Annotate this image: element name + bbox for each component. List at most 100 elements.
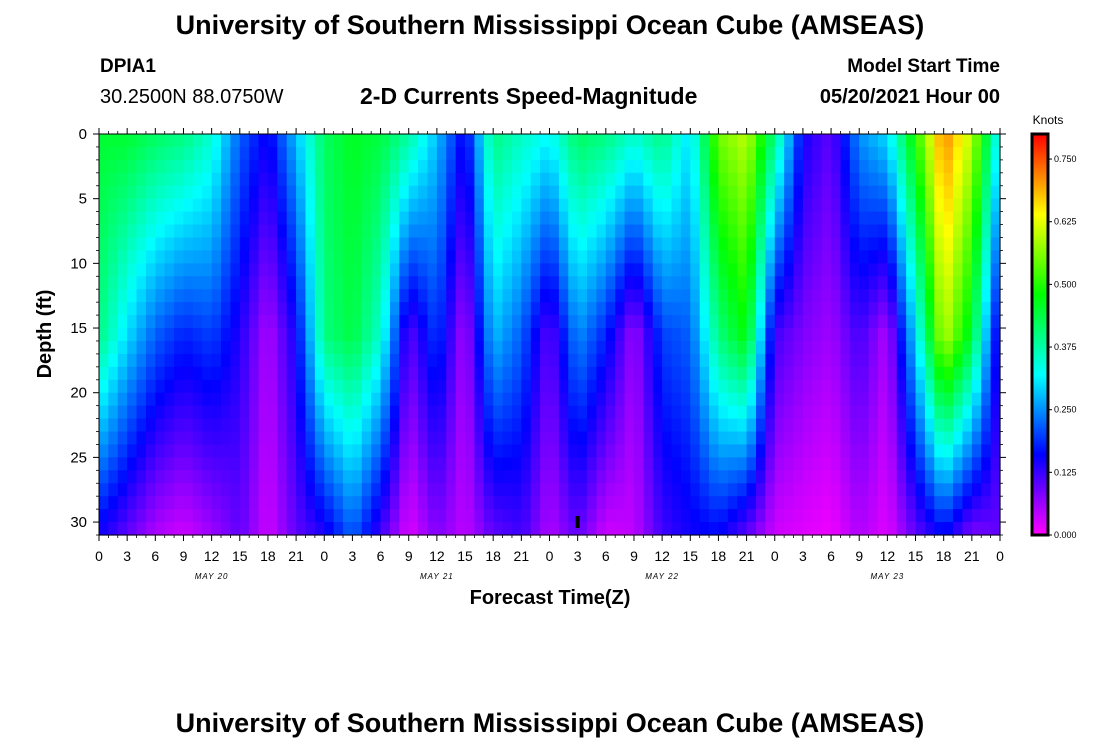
heatmap-cell xyxy=(652,353,663,368)
heatmap-cell xyxy=(915,353,926,368)
heatmap-cell xyxy=(502,328,513,342)
heatmap-cell xyxy=(859,224,870,239)
heatmap-cell xyxy=(971,470,982,484)
heatmap-cell xyxy=(286,211,297,226)
heatmap-cell xyxy=(802,431,813,446)
heatmap-cell xyxy=(286,470,297,484)
heatmap-cell xyxy=(577,185,588,200)
heatmap-cell xyxy=(699,366,710,381)
heatmap-cell xyxy=(267,418,278,433)
heatmap-cell xyxy=(821,211,832,226)
heatmap-cell xyxy=(314,134,325,148)
heatmap-cell xyxy=(427,431,438,446)
heatmap-cell xyxy=(596,340,607,355)
heatmap-cell xyxy=(230,431,241,446)
heatmap-cell xyxy=(436,496,447,510)
heatmap-cell xyxy=(746,483,757,497)
heatmap-cell xyxy=(389,366,400,381)
heatmap-cell xyxy=(718,328,729,342)
heatmap-cell xyxy=(314,353,325,368)
heatmap-cell xyxy=(943,353,954,368)
heatmap-cell xyxy=(465,159,476,174)
heatmap-cell xyxy=(699,237,710,252)
heatmap-cell xyxy=(296,198,307,213)
heatmap-cell xyxy=(361,379,372,394)
heatmap-cell xyxy=(709,315,720,329)
heatmap-cell xyxy=(277,340,288,355)
heatmap-cell xyxy=(446,405,457,420)
heatmap-cell xyxy=(258,405,269,420)
heatmap-cell xyxy=(296,379,307,394)
heatmap-cell xyxy=(361,496,372,510)
heatmap-cell xyxy=(183,159,194,174)
heatmap-cell xyxy=(136,315,147,329)
heatmap-cell xyxy=(962,340,973,355)
heatmap-cell xyxy=(127,185,138,200)
heatmap-cell xyxy=(737,392,748,407)
colorbar-unit-label: Knots xyxy=(1033,113,1064,127)
heatmap-cell xyxy=(915,328,926,342)
heatmap-cell xyxy=(558,457,569,471)
heatmap-cell xyxy=(568,172,579,187)
heatmap-cell xyxy=(155,405,166,420)
heatmap-cell xyxy=(361,224,372,239)
heatmap-cell xyxy=(840,237,851,252)
heatmap-cell xyxy=(192,509,203,523)
heatmap-cell xyxy=(840,522,851,536)
heatmap-cell xyxy=(812,392,823,407)
heatmap-cell xyxy=(455,470,466,484)
heatmap-cell xyxy=(652,496,663,510)
heatmap-cell xyxy=(324,366,335,381)
heatmap-cell xyxy=(267,405,278,420)
heatmap-cell xyxy=(202,250,213,264)
heatmap-cell xyxy=(483,263,494,277)
heatmap-cell xyxy=(117,263,128,277)
heatmap-cell xyxy=(784,328,795,342)
heatmap-cell xyxy=(286,328,297,342)
heatmap-cell xyxy=(108,289,119,303)
heatmap-cell xyxy=(211,198,222,213)
heatmap-cell xyxy=(145,340,156,355)
heatmap-cell xyxy=(361,392,372,407)
heatmap-cell xyxy=(352,159,363,174)
heatmap-cell xyxy=(784,405,795,420)
heatmap-cell xyxy=(868,302,879,316)
heatmap-cell xyxy=(953,444,964,458)
heatmap-cell xyxy=(427,250,438,264)
heatmap-cell xyxy=(239,315,250,329)
heatmap-cell xyxy=(511,444,522,458)
x-tick-label: 15 xyxy=(682,548,698,564)
heatmap-cell xyxy=(211,379,222,394)
heatmap-cell xyxy=(277,289,288,303)
heatmap-cell xyxy=(230,134,241,148)
heatmap-cell xyxy=(953,483,964,497)
heatmap-cell xyxy=(934,211,945,226)
heatmap-cell xyxy=(436,353,447,368)
heatmap-cell xyxy=(915,470,926,484)
heatmap-cell xyxy=(690,392,701,407)
heatmap-cell xyxy=(324,470,335,484)
heatmap-cell xyxy=(774,289,785,303)
heatmap-cell xyxy=(577,263,588,277)
heatmap-cell xyxy=(812,250,823,264)
heatmap-cell xyxy=(680,392,691,407)
heatmap-cell xyxy=(774,405,785,420)
heatmap-cell xyxy=(258,418,269,433)
heatmap-cell xyxy=(286,198,297,213)
heatmap-cell xyxy=(164,509,175,523)
heatmap-cell xyxy=(934,198,945,213)
heatmap-cell xyxy=(305,392,316,407)
heatmap-cell xyxy=(221,418,231,433)
heatmap-cell xyxy=(812,211,823,226)
heatmap-cell xyxy=(887,392,898,407)
heatmap-cell xyxy=(399,198,410,213)
heatmap-cell xyxy=(286,431,297,446)
heatmap-cell xyxy=(849,134,860,148)
heatmap-cell xyxy=(511,392,522,407)
heatmap-cell xyxy=(343,340,354,355)
heatmap-cell xyxy=(361,328,372,342)
heatmap-cell xyxy=(812,483,823,497)
heatmap-cell xyxy=(774,470,785,484)
heatmap-cell xyxy=(558,483,569,497)
heatmap-cell xyxy=(699,496,710,510)
